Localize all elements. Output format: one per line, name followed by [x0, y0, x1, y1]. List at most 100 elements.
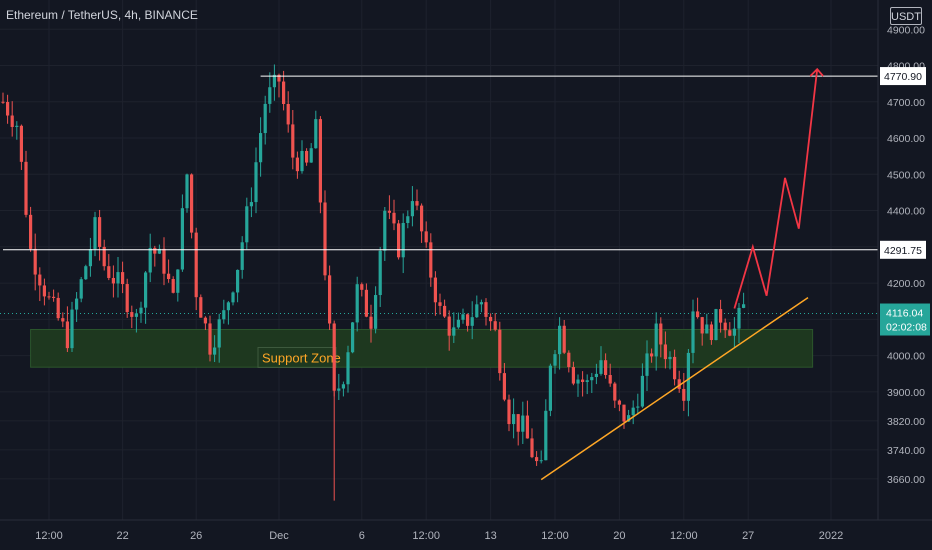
candles — [1, 64, 746, 501]
candle-body — [98, 217, 102, 247]
projection-arrowhead — [809, 67, 824, 77]
price-tick-label: 3900.00 — [887, 387, 925, 399]
candle-body — [24, 161, 28, 215]
candle-body — [732, 328, 736, 336]
candle-body — [709, 324, 713, 341]
candle-body — [723, 322, 727, 331]
candle-body — [70, 309, 74, 349]
candle-body — [489, 316, 493, 322]
time-tick-label: 27 — [742, 530, 754, 542]
candle-body — [673, 356, 677, 380]
candle-body — [355, 284, 359, 323]
candle-body — [291, 124, 295, 158]
trendline — [540, 296, 809, 481]
candle-body — [627, 415, 631, 422]
candle-body — [263, 103, 267, 134]
price-tick-label: 3660.00 — [887, 474, 925, 486]
candle-body — [305, 150, 309, 163]
candle-body — [700, 317, 704, 334]
candle-body — [512, 414, 516, 425]
candle-body — [484, 302, 488, 317]
projection — [733, 67, 824, 309]
candle-body — [38, 274, 42, 286]
candle-body — [429, 242, 433, 278]
candle-body — [682, 388, 686, 401]
candle-body — [461, 314, 465, 320]
price-axis[interactable]: 4900.004800.004700.004600.004500.004400.… — [887, 24, 925, 486]
candle-body — [594, 373, 598, 378]
candle-body — [157, 248, 161, 254]
candle-body — [553, 354, 557, 366]
level-badge — [880, 240, 926, 259]
candle-body — [56, 297, 60, 319]
price-tick-label: 4200.00 — [887, 278, 925, 290]
candle-body — [134, 313, 138, 317]
candle-body — [691, 311, 695, 353]
candle-body — [249, 202, 253, 207]
candle-body — [194, 232, 198, 298]
time-tick-label: 13 — [484, 530, 496, 542]
candle-body — [502, 373, 506, 400]
candle-body — [581, 379, 585, 382]
candle-body — [548, 365, 552, 411]
candle-body — [401, 222, 405, 258]
candle-body — [84, 266, 88, 280]
candle-body — [176, 269, 180, 293]
candle-body — [346, 352, 350, 385]
level-badge — [880, 67, 926, 86]
time-axis[interactable]: 12:00 22 26 Dec 6 12:00 13 12:00 20 12:00 27 2022 — [35, 530, 843, 542]
candle-body — [617, 400, 621, 405]
candle-body — [567, 352, 571, 368]
candle-body — [392, 212, 396, 224]
candle-body — [530, 438, 534, 458]
candle-body — [443, 305, 447, 317]
candle-body — [42, 285, 46, 297]
candle-body — [148, 247, 152, 273]
candle-body — [240, 242, 244, 270]
candle-body — [604, 360, 608, 376]
currency-button[interactable]: USDT — [890, 7, 922, 25]
time-tick-label: 2022 — [819, 530, 843, 542]
candle-body — [190, 174, 194, 233]
time-tick-label: 20 — [613, 530, 625, 542]
candle-body — [254, 162, 258, 203]
candle-body — [6, 102, 10, 116]
candle-body — [631, 407, 635, 416]
price-tick-label: 3820.00 — [887, 416, 925, 428]
candle-body — [696, 311, 700, 318]
candle-body — [116, 272, 120, 284]
candle-body — [539, 460, 543, 462]
candle-body — [75, 298, 79, 310]
candle-body — [19, 125, 23, 162]
candle-body — [737, 307, 741, 329]
candle-body — [397, 223, 401, 258]
candle-body — [677, 379, 681, 389]
time-tick-label: 26 — [190, 530, 202, 542]
candle-body — [208, 323, 212, 355]
candle-body — [415, 201, 419, 206]
candle-body — [466, 314, 470, 326]
candle-body — [521, 415, 525, 432]
candle-body — [369, 316, 373, 329]
symbol-title[interactable]: Ethereum / TetherUS, 4h, BINANCE — [6, 8, 198, 22]
level-badge-label: 4291.75 — [884, 245, 922, 257]
candle-body — [470, 317, 474, 326]
candle-body — [525, 415, 529, 439]
candle-body — [65, 321, 69, 349]
candle-body — [217, 319, 221, 348]
candle-body — [590, 377, 594, 381]
candle-body — [544, 410, 548, 461]
candle-body — [185, 174, 189, 209]
candle-body — [231, 292, 235, 303]
candle-body — [636, 406, 640, 408]
candle-body — [406, 216, 410, 223]
time-tick-label: 22 — [116, 530, 128, 542]
candle-body — [300, 150, 304, 172]
candle-body — [576, 379, 580, 384]
candle-body — [507, 399, 511, 425]
time-tick-label: 12:00 — [35, 530, 63, 542]
candle-body — [383, 210, 387, 251]
candle-body — [277, 74, 281, 82]
